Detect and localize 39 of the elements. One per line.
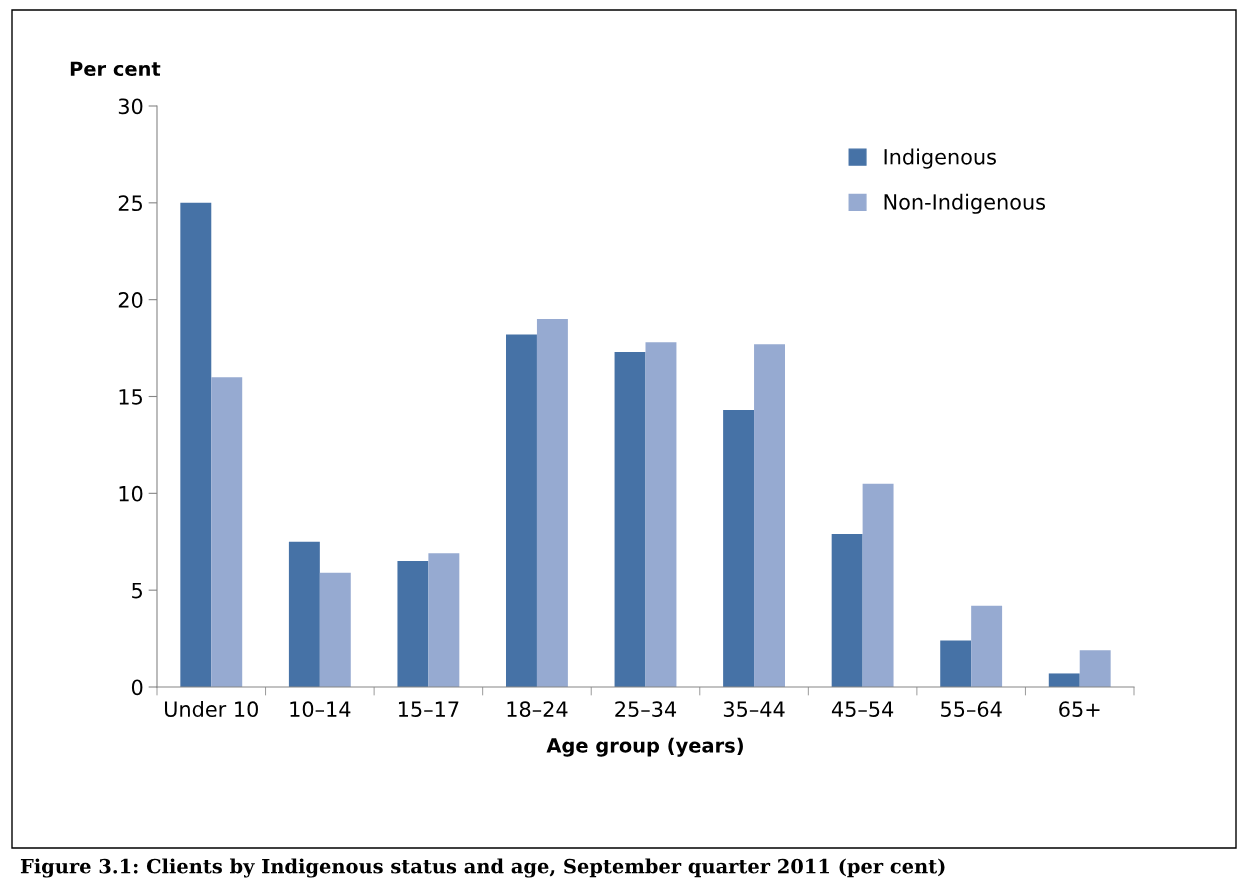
bar [1079,650,1111,687]
legend-label: Non-Indigenous [884,193,1046,214]
x-tick-label: 18–24 [507,701,568,718]
caption: Figure 3.1: Clients by Indigenous status and age, September quarter 2011 (per cent) [20,858,945,878]
y-axis-title: Per cent [70,61,161,77]
x-tick-label: 10–14 [290,701,351,718]
y-tick-label: 25 [118,195,142,212]
bar [940,640,972,687]
bar [211,377,243,687]
bar [831,534,863,687]
x-tick-label: 65+ [1059,701,1100,718]
y-tick-label: 10 [119,485,143,502]
y-tick-label: 5 [132,582,142,599]
bar [862,483,894,687]
bar [645,342,677,687]
bar [288,541,320,687]
legend-label: Indigenous [884,148,996,169]
bar [428,553,460,687]
y-tick-label: 0 [131,679,143,696]
bar [536,319,568,687]
y-tick-label: 30 [118,98,143,115]
bar [723,410,755,687]
bar [319,572,351,687]
x-tick-label: 15–17 [398,701,459,718]
x-tick-label: 45–54 [831,701,894,718]
bar [971,605,1003,687]
x-tick-label: Under 10 [164,700,258,718]
bar [180,202,212,687]
x-tick-label: 35–44 [723,701,785,718]
bar [754,344,785,687]
x-tick-label: 55–64 [941,701,1002,718]
bar [614,351,646,687]
y-tick-label: 15 [119,389,142,405]
bar [397,561,429,687]
x-tick-label: 25–34 [615,701,677,718]
bar [506,334,537,687]
y-tick-label: 20 [118,292,143,308]
x-axis-title: Age group (years) [546,737,743,757]
bar [1048,673,1080,687]
